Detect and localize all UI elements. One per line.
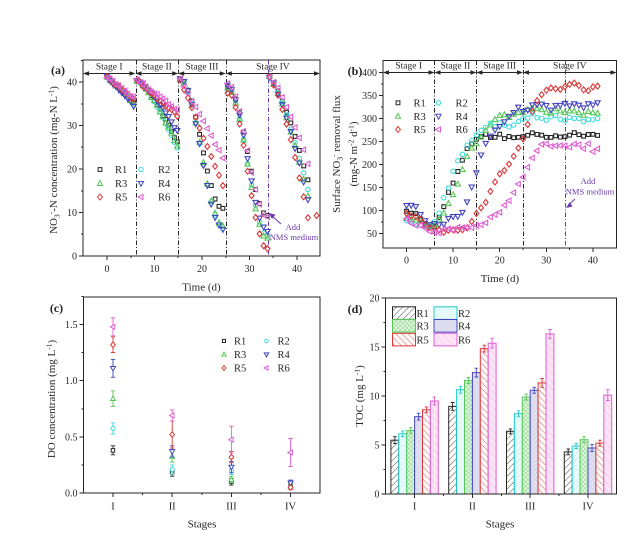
svg-text:R5: R5 [234,364,246,375]
svg-text:IV: IV [285,502,296,513]
svg-text:R3: R3 [417,322,429,333]
svg-text:Stage II: Stage II [142,63,172,73]
svg-text:I: I [111,502,115,513]
svg-text:20: 20 [495,256,505,267]
svg-text:R5: R5 [414,125,426,136]
svg-text:NMS medium: NMS medium [566,187,615,197]
svg-text:R3: R3 [115,179,127,190]
svg-text:Stage IV: Stage IV [256,63,290,73]
svg-text:R6: R6 [458,336,470,347]
svg-text:R1: R1 [234,337,246,348]
svg-text:40: 40 [292,264,302,275]
svg-text:0: 0 [72,252,77,263]
svg-text:400: 400 [362,68,377,79]
svg-text:150: 150 [362,183,377,194]
svg-text:TOC (mg L-1): TOC (mg L-1) [353,365,367,427]
svg-text:R6: R6 [158,193,170,204]
svg-text:300: 300 [362,114,377,125]
svg-text:R4: R4 [158,179,171,190]
svg-text:20: 20 [197,264,207,275]
svg-text:R4: R4 [278,350,291,361]
svg-text:Stage III: Stage III [186,63,219,73]
svg-text:IV: IV [582,502,593,513]
svg-text:I: I [413,502,417,513]
svg-text:R4: R4 [456,112,469,123]
svg-text:Stage II: Stage II [440,62,470,72]
svg-text:R3: R3 [414,112,426,123]
svg-text:30: 30 [245,264,255,275]
svg-text:(a): (a) [51,63,65,77]
svg-text:50: 50 [367,229,377,240]
svg-text:NMS medium: NMS medium [270,232,319,242]
svg-text:10: 10 [448,256,458,267]
svg-text:1.0: 1.0 [65,376,78,387]
svg-text:III: III [525,502,536,513]
svg-text:Time (d): Time (d) [182,282,221,294]
svg-text:10: 10 [150,264,160,275]
svg-text:1.5: 1.5 [65,320,78,331]
svg-text:(d): (d) [348,302,363,316]
svg-text:200: 200 [362,160,377,171]
svg-text:Add: Add [286,222,301,232]
svg-text:III: III [226,502,237,513]
svg-text:DO concentration (mg L-1): DO concentration (mg L-1) [45,339,59,458]
svg-text:R4: R4 [458,322,471,333]
svg-text:R6: R6 [456,125,468,136]
svg-text:R5: R5 [115,193,127,204]
svg-text:350: 350 [362,91,377,102]
svg-text:0.0: 0.0 [65,489,78,500]
svg-text:(c): (c) [50,301,63,315]
svg-text:Stage I: Stage I [96,63,123,73]
svg-text:5: 5 [375,441,380,452]
svg-text:100: 100 [362,206,377,217]
svg-text:10: 10 [370,392,380,403]
svg-text:II: II [169,502,176,513]
svg-text:(mg-N m-2 d-1): (mg-N m-2 d-1) [347,121,361,186]
svg-text:R1: R1 [414,98,426,109]
svg-text:Stage IV: Stage IV [553,62,587,72]
svg-text:R2: R2 [456,98,468,109]
svg-text:10: 10 [67,208,77,219]
svg-text:II: II [469,502,476,513]
svg-text:R6: R6 [278,364,290,375]
svg-text:40: 40 [588,256,598,267]
svg-text:R2: R2 [278,337,290,348]
svg-text:Time (d): Time (d) [481,273,520,285]
svg-text:(b): (b) [348,64,363,78]
svg-text:R2: R2 [458,309,470,320]
svg-text:0: 0 [404,256,409,267]
svg-text:Stages: Stages [188,519,217,531]
svg-text:Stages: Stages [486,519,515,531]
svg-text:15: 15 [370,343,380,354]
svg-text:Add: Add [581,176,596,186]
svg-text:Surface NO3- removal flux: Surface NO3- removal flux [330,95,345,213]
svg-text:40: 40 [67,78,77,89]
svg-text:0: 0 [105,264,110,275]
svg-text:NO3--N concentration (mg-N L-1: NO3--N concentration (mg-N L-1) [47,86,62,234]
svg-text:R5: R5 [417,336,429,347]
svg-text:Stage III: Stage III [483,62,516,72]
svg-text:30: 30 [67,121,77,132]
svg-text:R3: R3 [234,350,246,361]
svg-text:R2: R2 [158,165,170,176]
svg-text:0.5: 0.5 [65,432,78,443]
svg-text:20: 20 [67,165,77,176]
svg-text:R1: R1 [417,309,429,320]
svg-text:30: 30 [541,256,551,267]
svg-text:Stage I: Stage I [395,62,422,72]
svg-text:20: 20 [370,294,380,305]
svg-text:R1: R1 [115,165,127,176]
svg-text:250: 250 [362,137,377,148]
svg-text:0: 0 [375,490,380,501]
